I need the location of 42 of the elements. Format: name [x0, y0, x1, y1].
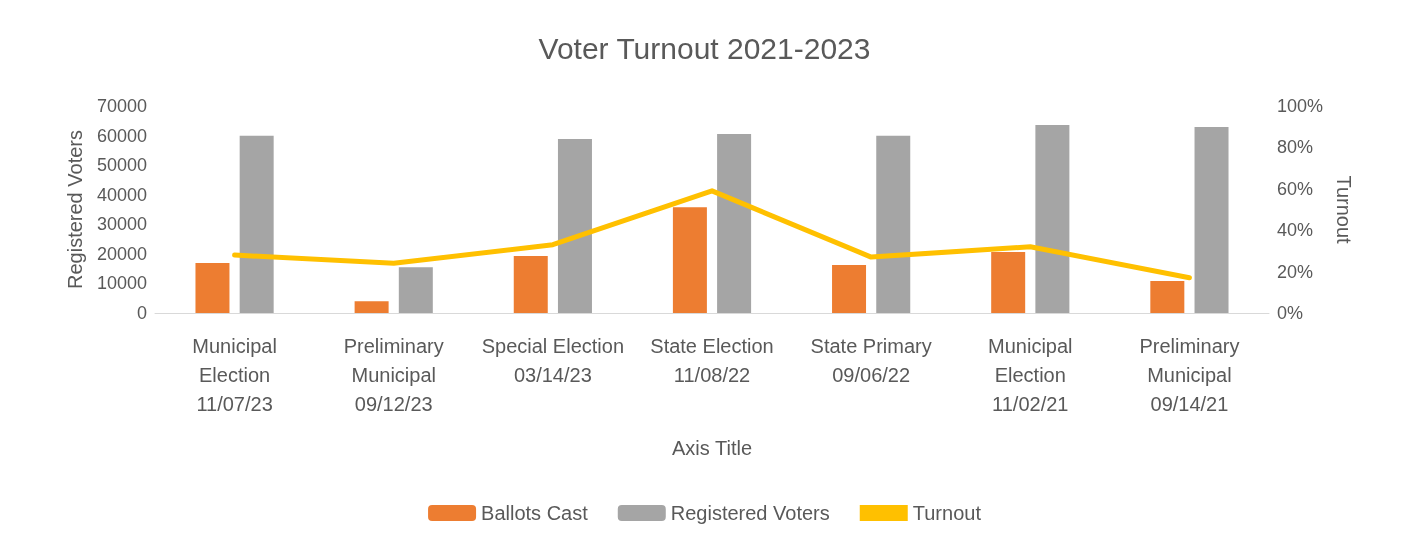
y2-tick-label: 100%: [1277, 96, 1324, 116]
legend-label: Registered Voters: [670, 502, 830, 524]
x-tick-label: State Election 11/08/22: [650, 334, 774, 386]
bar: [717, 134, 752, 313]
bar: [398, 267, 433, 313]
x-tick-label: Special Election 03/14/23: [481, 334, 625, 386]
x-tick-label: Preliminary Municipal 09/14/21: [1139, 334, 1240, 415]
y-tick-label: 50000: [96, 155, 147, 176]
bar: [1035, 124, 1070, 313]
bar: [832, 265, 867, 313]
y2-tick-label: 60%: [1277, 178, 1314, 199]
y-tick-label: 60000: [96, 125, 147, 146]
legend-label: Ballots Cast: [481, 502, 589, 524]
bar: [354, 301, 389, 313]
y2-tick-label: 0%: [1277, 303, 1304, 323]
y-tick-label: 30000: [96, 214, 147, 235]
bar: [557, 139, 592, 313]
bar: [1150, 281, 1185, 313]
y2-tick-label: 80%: [1277, 137, 1314, 158]
x-tick-label: Preliminary Municipal 09/12/23: [343, 334, 444, 415]
y-tick-label: 10000: [96, 273, 147, 294]
bar: [195, 263, 230, 313]
x-tick-label: Municipal Election 11/02/21: [988, 334, 1073, 415]
y-tick-label: 70000: [96, 96, 147, 116]
x-axis-title: Axis Title: [671, 437, 753, 459]
y-tick-label: 40000: [96, 184, 147, 205]
y-tick-label: 0: [136, 303, 147, 323]
y2-axis-title: Turnout: [1332, 175, 1355, 245]
bar: [876, 135, 911, 313]
legend-label: Turnout: [912, 502, 982, 524]
chart-title: Voter Turnout 2021-2023: [538, 31, 871, 65]
y2-tick-label: 20%: [1277, 261, 1314, 282]
bar: [991, 252, 1026, 313]
bar: [1194, 127, 1229, 313]
x-tick-label: Municipal Election 11/07/23: [192, 334, 277, 415]
y-axis-title: Registered Voters: [64, 130, 86, 289]
bar: [239, 135, 274, 313]
y-tick-label: 20000: [96, 243, 147, 264]
y2-tick-label: 40%: [1277, 220, 1314, 241]
x-tick-label: State Primary 09/06/22: [810, 334, 932, 386]
bar: [513, 255, 548, 313]
bar: [672, 207, 707, 313]
